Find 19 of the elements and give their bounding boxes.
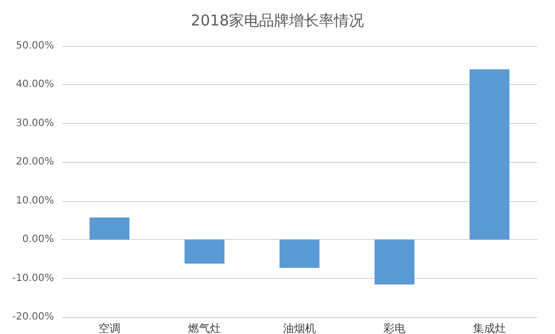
y-tick-label: 30.00% <box>16 118 54 129</box>
y-tick-label: -20.00% <box>12 312 54 322</box>
y-tick-label: 0.00% <box>22 234 54 246</box>
chart-title: 2018家电品牌增长率情况 <box>190 12 364 30</box>
y-tick-label: 50.00% <box>16 40 54 52</box>
x-tick-label: 集成灶 <box>473 322 506 334</box>
x-tick-label: 彩电 <box>384 322 406 334</box>
bar <box>374 240 414 284</box>
y-tick-label: 20.00% <box>16 156 54 168</box>
bar <box>90 218 130 240</box>
y-tick-label: 40.00% <box>16 79 54 90</box>
x-tick-label: 油烟机 <box>283 322 316 334</box>
bar <box>184 240 224 264</box>
bar <box>280 240 320 268</box>
x-tick-label: 燃气灶 <box>188 322 221 334</box>
y-tick-label: 10.00% <box>16 195 54 206</box>
x-tick-label: 空调 <box>98 322 120 334</box>
bar <box>470 69 510 240</box>
y-tick-label: -10.00% <box>12 272 54 284</box>
